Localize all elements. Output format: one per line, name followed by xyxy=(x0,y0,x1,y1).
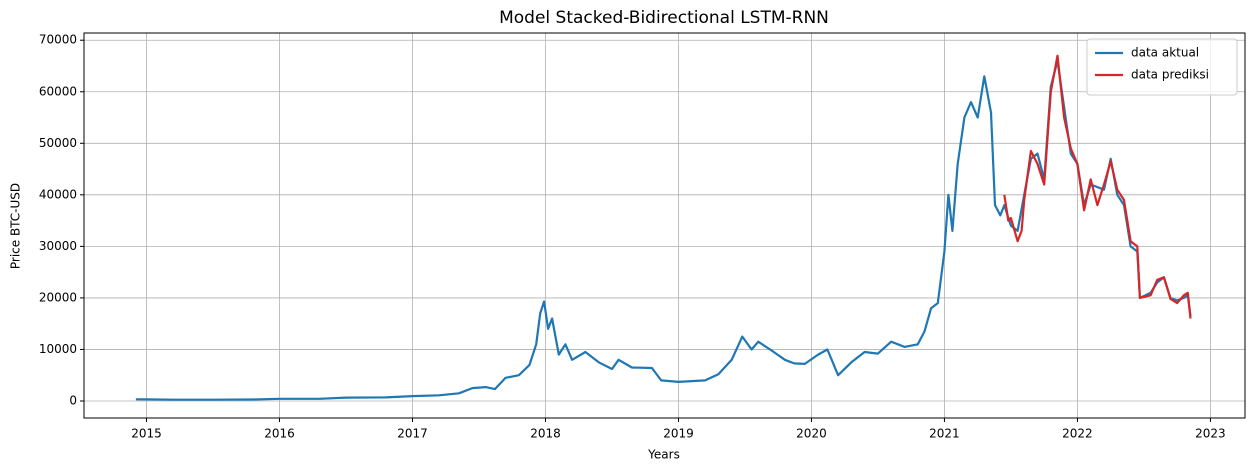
y-tick-label: 0 xyxy=(69,393,77,407)
x-tick-label: 2021 xyxy=(929,427,960,441)
y-tick-label: 50000 xyxy=(39,136,77,150)
legend-box xyxy=(1086,38,1238,96)
x-tick-label: 2019 xyxy=(663,427,694,441)
x-tick-label: 2020 xyxy=(796,427,827,441)
chart-title: Model Stacked-Bidirectional LSTM-RNN xyxy=(499,8,829,28)
x-tick-label: 2015 xyxy=(131,427,162,441)
x-tick-label: 2018 xyxy=(530,427,561,441)
x-tick-label: 2016 xyxy=(264,427,295,441)
legend-label: data aktual xyxy=(1131,46,1199,60)
x-tick-label: 2023 xyxy=(1195,427,1226,441)
data-line xyxy=(135,59,1192,401)
y-tick-label: 10000 xyxy=(39,342,77,356)
y-tick-label: 60000 xyxy=(39,84,77,98)
data-line xyxy=(1003,54,1192,319)
x-axis-label: Years xyxy=(647,448,680,462)
y-tick-label: 40000 xyxy=(39,187,77,201)
y-tick-label: 70000 xyxy=(39,33,77,47)
y-axis-label: Price BTC-USD xyxy=(9,183,23,269)
y-tick-label: 20000 xyxy=(39,290,77,304)
x-tick-label: 2022 xyxy=(1062,427,1093,441)
y-tick-label: 30000 xyxy=(39,239,77,253)
x-tick-label: 2017 xyxy=(397,427,428,441)
plot-frame xyxy=(83,32,1246,419)
legend-label: data prediksi xyxy=(1131,68,1209,82)
